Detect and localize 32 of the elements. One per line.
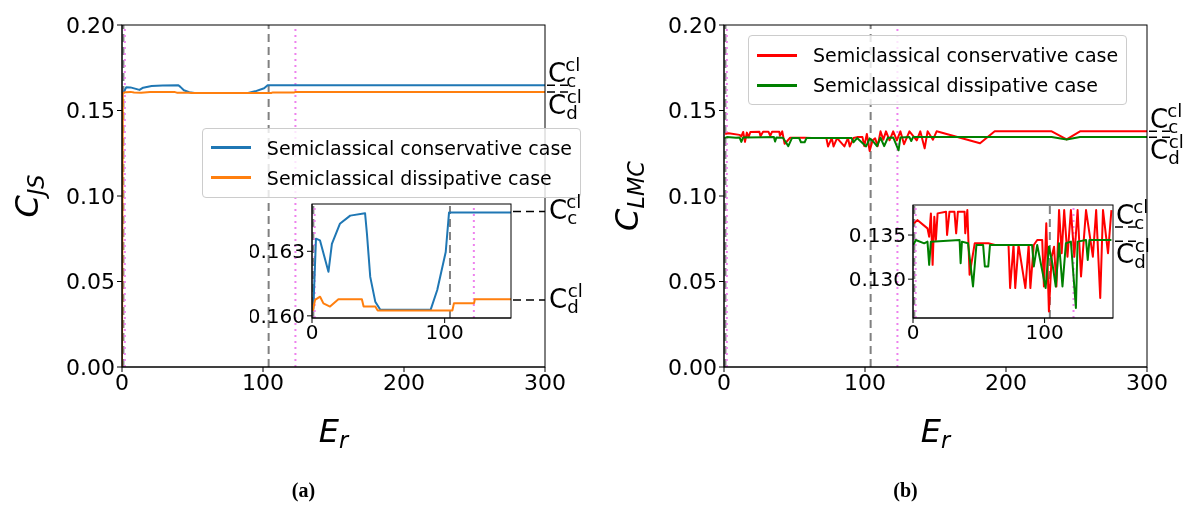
x-tick-label: 300 xyxy=(1126,369,1168,395)
y-tick-label: 0.05 xyxy=(66,269,115,295)
x-tick-label: 100 xyxy=(242,369,284,395)
y-tick-label: 0.20 xyxy=(66,12,115,38)
y-tick-label: 0.10 xyxy=(668,183,717,209)
x-tick-label: 100 xyxy=(844,369,886,395)
text: (b) xyxy=(893,479,918,502)
text: (a) xyxy=(291,479,316,502)
x-tick-label: 100 xyxy=(1025,320,1064,345)
x-tick-label: 200 xyxy=(383,369,425,395)
legend-label: Semiclassical conservative case xyxy=(266,136,572,159)
y-tick-label: 0.130 xyxy=(848,267,906,292)
x-tick-label: 200 xyxy=(985,369,1027,395)
y-tick-label: 0.15 xyxy=(668,98,717,124)
x-tick-label: 0 xyxy=(906,320,920,345)
y-tick-label: 0.135 xyxy=(848,223,906,248)
y-tick-label: 0.00 xyxy=(66,354,115,380)
y-tick-label: 0.15 xyxy=(66,98,115,124)
x-axis-title: E$_{r}$ xyxy=(920,412,952,453)
legend-label: Semiclassical dissipative case xyxy=(813,74,1098,96)
legend-label: Semiclassical dissipative case xyxy=(266,166,552,189)
y-tick-label: 0.20 xyxy=(668,12,717,38)
x-tick-label: 0 xyxy=(305,320,319,345)
x-tick-label: 0 xyxy=(717,369,731,395)
x-tick-label: 100 xyxy=(425,320,464,345)
x-tick-label: 300 xyxy=(524,369,566,395)
x-tick-label: 0 xyxy=(115,369,129,395)
x-axis-title: E$_{r}$ xyxy=(318,412,350,453)
y-tick-label: 0.10 xyxy=(66,183,115,209)
y-tick-label: 0.05 xyxy=(668,269,717,295)
y-tick-label: 0.00 xyxy=(668,354,717,380)
legend-label: Semiclassical conservative case xyxy=(813,44,1119,66)
